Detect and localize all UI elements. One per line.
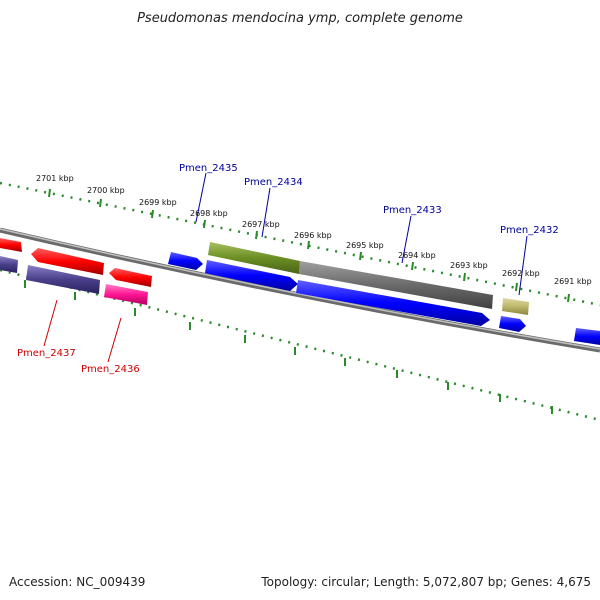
reverse-genes bbox=[0, 238, 152, 305]
accession-text: Accession: NC_009439 bbox=[9, 575, 145, 589]
genome-backbone bbox=[0, 227, 600, 353]
kbp-label: 2697 kbp bbox=[242, 220, 280, 229]
gene-arrow[interactable] bbox=[299, 261, 493, 309]
gene-label-pmen-2433[interactable]: Pmen_2433 bbox=[383, 205, 442, 216]
forward-genes bbox=[168, 242, 600, 345]
genome-summary-text: Topology: circular; Length: 5,072,807 bp… bbox=[260, 575, 591, 589]
map-title: Pseudomonas mendocina ymp, complete geno… bbox=[137, 11, 463, 26]
kbp-label: 2692 kbp bbox=[502, 269, 540, 278]
gene-label-pmen-2437[interactable]: Pmen_2437 bbox=[17, 348, 76, 359]
gene-arrow[interactable] bbox=[574, 328, 600, 345]
gene-arrow[interactable] bbox=[31, 248, 104, 275]
gene-arrow[interactable] bbox=[104, 284, 148, 305]
kbp-label: 2693 kbp bbox=[450, 261, 488, 270]
inner-major-ticks bbox=[24, 280, 553, 414]
outer-tick-ring bbox=[0, 181, 600, 307]
gene-arrow[interactable] bbox=[0, 238, 22, 252]
gene-arrow[interactable] bbox=[109, 268, 152, 287]
kbp-label: 2699 kbp bbox=[139, 198, 177, 207]
gene-arrow[interactable] bbox=[296, 280, 490, 326]
gene-label-pmen-2435[interactable]: Pmen_2435 bbox=[179, 163, 238, 174]
kbp-label: 2691 kbp bbox=[554, 277, 592, 286]
gene-labels: Pmen_2435 Pmen_2434 Pmen_2433 Pmen_2432 … bbox=[17, 163, 559, 375]
kbp-label: 2695 kbp bbox=[346, 241, 384, 250]
gene-leader-lines bbox=[43, 172, 528, 363]
gene-arrow[interactable] bbox=[208, 242, 300, 274]
kbp-label: 2696 kbp bbox=[294, 231, 332, 240]
gene-arrow[interactable] bbox=[502, 298, 529, 315]
gene-arrow[interactable] bbox=[0, 256, 18, 273]
kbp-label: 2701 kbp bbox=[36, 174, 74, 183]
gene-label-pmen-2432[interactable]: Pmen_2432 bbox=[500, 225, 559, 236]
kbp-labels: 2701 kbp 2700 kbp 2699 kbp 2698 kbp 2697… bbox=[36, 174, 592, 286]
gene-arrow[interactable] bbox=[499, 316, 526, 332]
gene-arrow[interactable] bbox=[168, 252, 203, 270]
kbp-label: 2698 kbp bbox=[190, 209, 228, 218]
gene-arrow[interactable] bbox=[26, 265, 100, 294]
gene-label-pmen-2434[interactable]: Pmen_2434 bbox=[244, 177, 303, 188]
gene-arrow[interactable] bbox=[205, 260, 298, 291]
kbp-label: 2700 kbp bbox=[87, 186, 125, 195]
kbp-label: 2694 kbp bbox=[398, 251, 436, 260]
outer-major-ticks bbox=[48, 188, 570, 303]
gene-label-pmen-2436[interactable]: Pmen_2436 bbox=[81, 364, 140, 375]
